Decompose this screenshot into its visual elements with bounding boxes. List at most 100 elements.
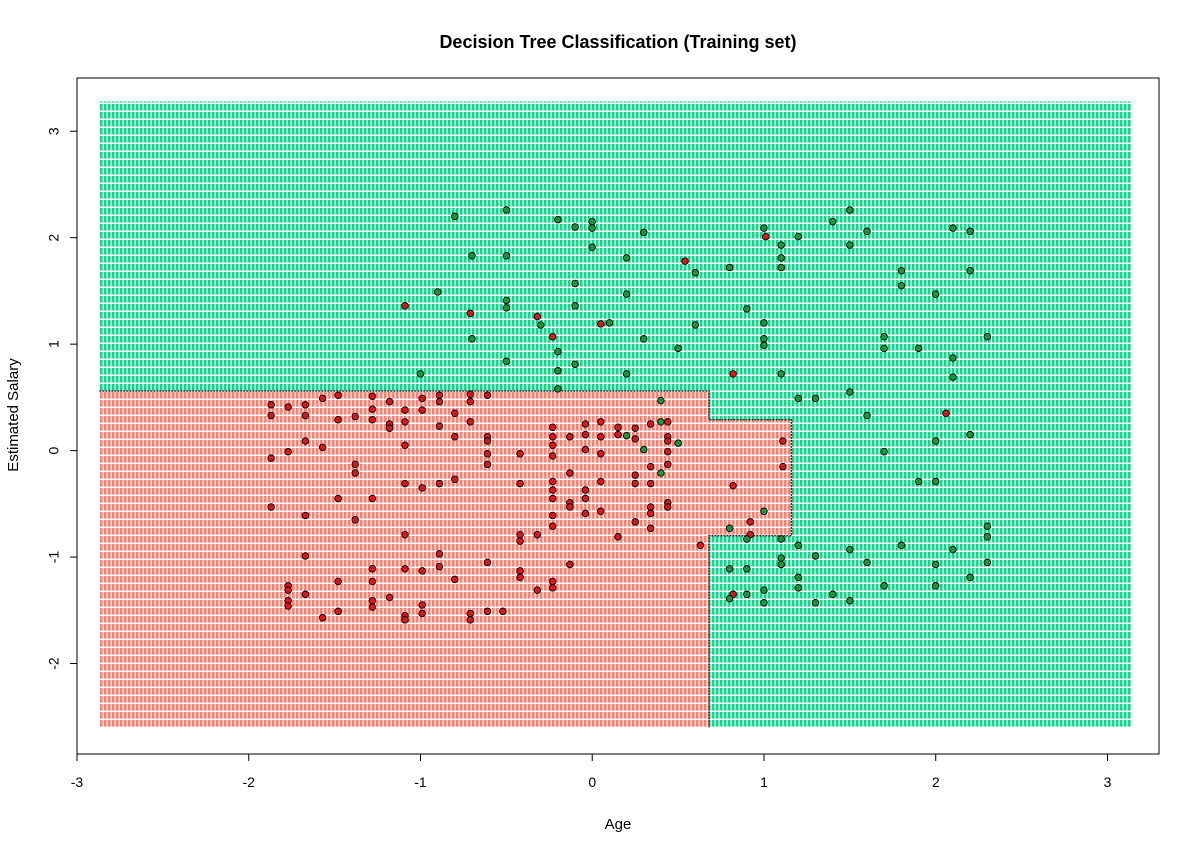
point-class-1 [743, 305, 751, 313]
y-tick-label: 2 [46, 234, 62, 242]
point-class-1 [846, 388, 854, 396]
point-class-0 [779, 437, 787, 445]
point-class-1 [502, 296, 511, 305]
point-class-0 [466, 397, 475, 406]
point-class-1 [983, 558, 992, 567]
point-class-0 [533, 312, 542, 321]
point-class-1 [931, 582, 940, 590]
point-class-1 [760, 224, 768, 232]
point-class-0 [401, 616, 409, 624]
point-class-1 [880, 332, 888, 341]
point-class-0 [368, 415, 377, 424]
x-tick-label: 2 [932, 774, 940, 790]
point-class-1 [674, 344, 682, 353]
point-class-0 [351, 460, 359, 469]
x-tick-label: 1 [760, 774, 768, 790]
point-class-0 [466, 609, 475, 618]
point-class-1 [794, 573, 803, 582]
point-class-1 [725, 565, 734, 573]
point-class-1 [588, 243, 596, 252]
point-class-1 [571, 302, 579, 310]
point-class-1 [502, 304, 511, 312]
x-tick-label: 3 [1104, 774, 1112, 790]
point-class-1 [777, 241, 785, 249]
point-class-0 [548, 441, 557, 450]
point-class-0 [301, 511, 310, 520]
point-class-0 [548, 494, 557, 503]
point-class-0 [548, 584, 557, 592]
point-class-0 [334, 577, 342, 586]
point-class-0 [597, 320, 605, 328]
point-class-1 [863, 558, 871, 567]
point-class-0 [267, 503, 275, 511]
point-class-1 [846, 545, 854, 554]
point-class-1 [863, 411, 871, 420]
point-class-1 [554, 215, 562, 224]
point-class-0 [385, 424, 394, 432]
point-class-0 [401, 565, 409, 573]
point-class-0 [451, 475, 459, 484]
x-tick-label: -1 [414, 774, 427, 790]
point-class-1 [931, 290, 940, 298]
point-class-0 [614, 430, 622, 439]
point-class-0 [368, 405, 377, 413]
point-class-0 [301, 552, 310, 560]
point-class-0 [318, 443, 327, 452]
point-class-0 [466, 616, 475, 624]
point-class-0 [483, 437, 492, 445]
point-class-0 [631, 471, 639, 479]
point-class-1 [588, 217, 596, 226]
point-class-0 [401, 418, 409, 426]
point-class-0 [284, 403, 292, 411]
point-class-1 [760, 586, 768, 594]
point-class-1 [846, 241, 854, 249]
point-class-1 [777, 254, 785, 262]
point-class-1 [880, 447, 888, 456]
point-class-0 [646, 509, 655, 518]
point-class-1 [536, 321, 545, 329]
point-class-0 [646, 503, 655, 511]
point-class-1 [760, 341, 768, 349]
x-tick-label: -2 [243, 774, 256, 790]
chart-title: Decision Tree Classification (Training s… [439, 32, 796, 52]
point-class-1 [554, 367, 562, 375]
point-class-0 [301, 590, 310, 599]
point-class-0 [334, 494, 342, 503]
point-class-1 [777, 263, 785, 272]
point-class-0 [581, 430, 590, 439]
point-class-1 [760, 335, 768, 343]
point-class-1 [931, 437, 940, 445]
point-class-1 [914, 477, 923, 486]
point-class-1 [897, 266, 906, 275]
data-points [267, 206, 992, 624]
point-class-1 [777, 535, 785, 543]
point-class-0 [581, 509, 590, 518]
point-class-0 [631, 479, 639, 488]
point-class-1 [451, 212, 459, 221]
point-class-0 [351, 516, 359, 524]
point-class-0 [729, 370, 737, 378]
point-class-1 [502, 357, 511, 365]
point-class-0 [418, 394, 426, 403]
point-class-0 [351, 469, 359, 477]
point-class-1 [828, 590, 837, 599]
point-class-0 [597, 433, 605, 441]
point-class-0 [401, 530, 409, 539]
point-class-1 [966, 266, 974, 275]
point-class-1 [811, 394, 820, 403]
point-class-1 [622, 370, 631, 378]
point-class-1 [880, 582, 888, 590]
point-class-0 [646, 462, 655, 471]
point-class-0 [566, 503, 574, 511]
point-class-0 [597, 477, 605, 486]
point-class-1 [949, 373, 957, 381]
point-class-0 [581, 420, 590, 428]
point-class-0 [435, 479, 444, 488]
point-class-0 [664, 447, 672, 456]
point-class-0 [548, 577, 557, 586]
point-class-0 [548, 486, 557, 494]
point-class-1 [811, 552, 820, 560]
point-class-0 [368, 596, 377, 605]
point-class-0 [548, 332, 557, 341]
